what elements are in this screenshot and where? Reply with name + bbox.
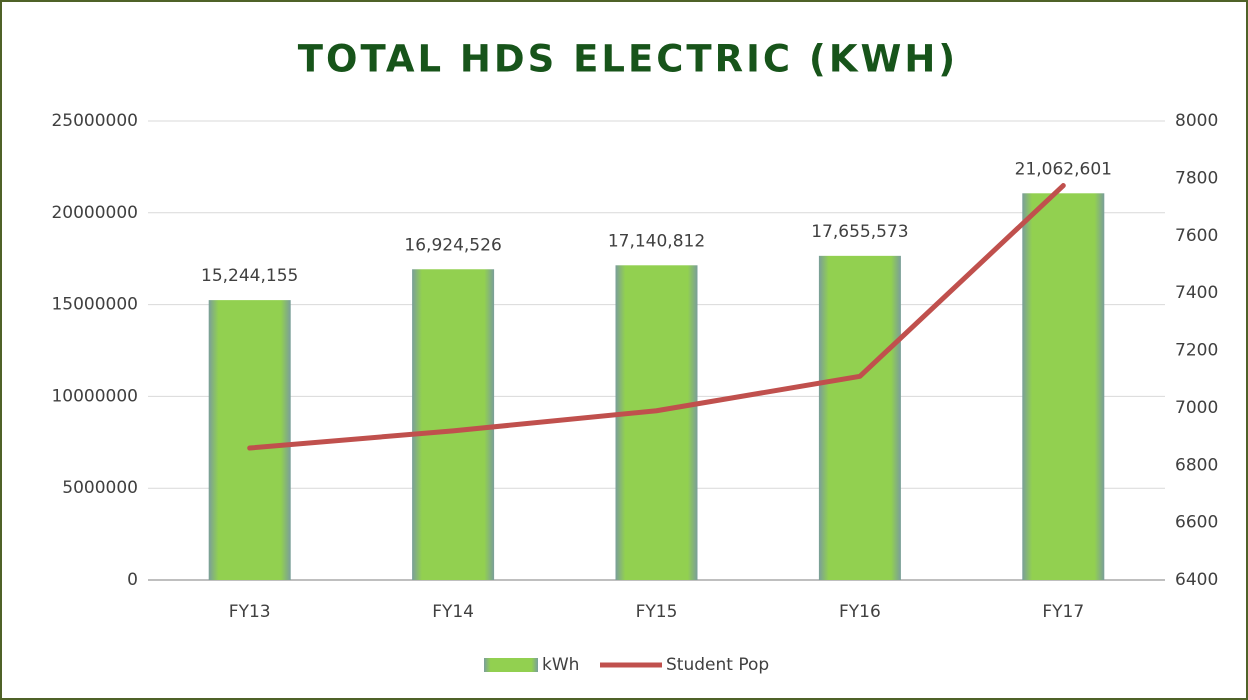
bar <box>818 255 901 580</box>
data-label: 17,655,573 <box>811 222 908 242</box>
data-label: 21,062,601 <box>1015 159 1112 179</box>
y2-tick-label: 8000 <box>1175 111 1218 131</box>
y-tick-label: 25000000 <box>51 111 138 131</box>
line <box>247 183 1066 451</box>
x-tick-label: FY14 <box>432 602 474 622</box>
y2-tick-label: 7000 <box>1175 398 1218 418</box>
y2-tick-label: 7600 <box>1175 226 1218 246</box>
x-tick-label: FY16 <box>839 602 881 622</box>
chart-title: TOTAL HDS ELECTRIC (KWH) <box>298 38 958 81</box>
legend-label: Student Pop <box>666 655 769 675</box>
legend-swatch <box>484 658 538 672</box>
data-label: 15,244,155 <box>201 266 298 286</box>
y-tick-label: 5000000 <box>62 478 138 498</box>
bar <box>412 269 495 580</box>
legend-label: kWh <box>542 655 579 675</box>
y-tick-label: 20000000 <box>51 203 138 223</box>
x-tick-label: FY17 <box>1042 602 1084 622</box>
y2-tick-label: 6800 <box>1175 455 1218 475</box>
y-tick-label: 0 <box>127 570 138 590</box>
y2-tick-label: 6600 <box>1175 513 1218 533</box>
y2-tick-label: 7400 <box>1175 283 1218 303</box>
y-tick-label: 15000000 <box>51 295 138 315</box>
bar <box>208 300 291 580</box>
bar <box>615 265 698 580</box>
data-label: 16,924,526 <box>404 235 501 255</box>
x-tick-label: FY13 <box>229 602 271 622</box>
y2-tick-label: 7800 <box>1175 168 1218 188</box>
y2-tick-label: 7200 <box>1175 341 1218 361</box>
y-tick-label: 10000000 <box>51 386 138 406</box>
x-tick-label: FY15 <box>636 602 678 622</box>
bar <box>1022 193 1105 580</box>
y2-tick-label: 6400 <box>1175 570 1218 590</box>
data-label: 17,140,812 <box>608 231 705 251</box>
